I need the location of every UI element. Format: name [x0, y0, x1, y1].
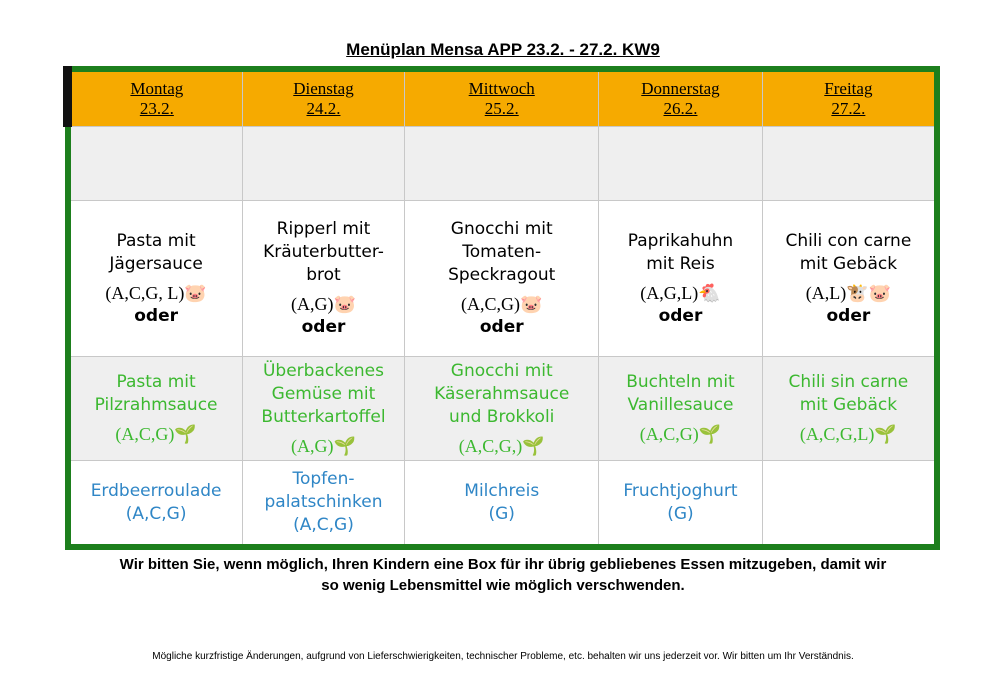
dessert-row: Erdbeerroulade (A,C,G) Topfen-palatschinke…	[67, 460, 938, 548]
dish-line: Kräuterbutter-	[263, 242, 384, 262]
dish-line: Jägersauce	[109, 253, 203, 274]
main-cell: Ripperl mit Kräuterbutter-brot (A,G)🐷 oder	[241, 200, 406, 357]
day-date: 23.2.	[139, 99, 174, 118]
allergens: (A,C,G)🌱	[115, 424, 197, 444]
dish-line: Fruchtjoghurt	[623, 480, 738, 501]
footer: Mögliche kurzfristige Änderungen, aufgru…	[152, 651, 854, 662]
dish-line: Gemüse mit	[271, 383, 376, 404]
note-line: Wir bitten Sie, wenn möglich, Ihren Kind…	[119, 556, 887, 573]
cell	[761, 126, 938, 201]
day-date: 27.2.	[831, 99, 866, 118]
day-cell: Dienstag 24.2.	[241, 68, 406, 127]
dessert-cell	[761, 460, 938, 548]
dish-line: Pasta mit	[116, 230, 196, 251]
alternative: oder	[479, 317, 524, 337]
main-cell: Pasta mit Jägersauce (A,C,G, L)🐷 oder	[67, 200, 243, 357]
header-row: Montag 23.2. Dienstag 24.2. Mittwoch 25.2. Don…	[63, 68, 938, 127]
dessert-cell: Milchreis (G)	[404, 460, 600, 548]
allergens: (A,C,G)🐷	[461, 294, 543, 314]
dish-line: Buchteln mit	[626, 372, 735, 392]
dish-line: mit Gebäck	[799, 253, 898, 274]
dish-line: Pasta mit	[116, 372, 196, 392]
dessert-cell: Fruchtjoghurt (G)	[598, 460, 763, 548]
main-cell: Paprikahuhn mit Reis (A,G,L)🐔 oder	[598, 200, 763, 357]
day-date: 24.2.	[306, 99, 341, 118]
allergens: (A,C,G,)🌱	[458, 435, 545, 456]
allergens: (A,C,G, L)🐷	[105, 282, 207, 303]
allergens: (A,C,G)	[125, 503, 187, 524]
allergens: (A,C,G)	[293, 515, 354, 535]
cell	[404, 126, 600, 201]
allergens: (A,G)🐷	[291, 294, 356, 314]
day-date: 25.2.	[484, 99, 519, 118]
cell	[241, 126, 406, 201]
veg-cell: Buchteln mit Vanillesauce (A,C,G)🌱	[598, 356, 763, 461]
dish-line: mit Reis	[646, 253, 715, 274]
dish-line: Butterkartoffel	[261, 406, 386, 427]
dish-line: Chili sin carne	[788, 372, 909, 392]
veg-cell: Pasta mit Pilzrahmsauce (A,C,G)🌱	[67, 356, 243, 461]
dessert-cell: Topfen-palatschinken (A,C,G)	[241, 460, 406, 548]
allergens: (G)	[488, 503, 515, 524]
day-cell: Freitag 27.2.	[761, 68, 938, 127]
dish-line: Käserahmsauce	[434, 383, 570, 404]
dish-line: Pilzrahmsauce	[94, 395, 218, 415]
dish-line: Gnocchi mit	[450, 219, 553, 239]
dish-line: Erdbeerroulade	[90, 480, 222, 501]
day-cell: Donnerstag 26.2.	[598, 68, 763, 127]
dish-line: Speckragout	[448, 265, 556, 285]
menu-table: Montag 23.2. Dienstag 24.2. Mittwoch 25.2. Don…	[63, 66, 940, 550]
dish-line: Gnocchi mit	[450, 360, 553, 381]
day-cell: Montag 23.2.	[63, 68, 243, 127]
dish-line: Ripperl mit	[276, 219, 371, 239]
note: Wir bitten Sie, wenn möglich, Ihren Kind…	[0, 554, 1006, 596]
main-row: Pasta mit Jägersauce (A,C,G, L)🐷 oder Ripper…	[67, 200, 938, 357]
dish-line: Vanillesauce	[627, 395, 734, 415]
dessert-cell: Erdbeerroulade (A,C,G)	[67, 460, 243, 548]
day-name: Mittwoch	[468, 79, 535, 98]
allergens: (A,C,G)🌱	[639, 424, 722, 444]
allergens: (G)	[667, 503, 694, 524]
day-name: Freitag	[824, 79, 873, 98]
alternative: oder	[658, 305, 703, 326]
dish-line: mit Gebäck	[799, 395, 898, 415]
veg-cell: Überbackenes Gemüse mit Butterkartoffel (A,…	[241, 356, 406, 461]
alternative: oder	[134, 305, 178, 326]
veg-cell: Gnocchi mit Käserahmsauce und Brokkoli (A,C…	[404, 356, 600, 461]
dish-line: palatschinken	[264, 492, 383, 512]
day-name: Donnerstag	[641, 79, 720, 98]
veg-cell: Chili sin carne mit Gebäck (A,C,G,L)🌱	[761, 356, 938, 461]
dish-line: Chili con carne	[785, 230, 912, 251]
day-date: 26.2.	[663, 99, 698, 118]
dish-line: Milchreis	[464, 480, 540, 501]
title: Menüplan Mensa APP 23.2. - 27.2. KW9	[346, 40, 660, 59]
main-cell: Gnocchi mit Tomaten- Speckragout (A,C,G)🐷 od…	[404, 200, 600, 357]
main-cell: Chili con carne mit Gebäck (A,L)🐮🐷 oder	[761, 200, 938, 357]
day-name: Dienstag	[293, 79, 354, 98]
cell	[598, 126, 763, 201]
empty-row	[67, 126, 938, 201]
dish-line: Topfen-	[292, 469, 355, 489]
alternative: oder	[301, 317, 346, 337]
dish-line: brot	[306, 265, 341, 285]
day-cell: Mittwoch 25.2.	[404, 68, 600, 127]
alternative: oder	[826, 305, 871, 326]
veg-row: Pasta mit Pilzrahmsauce (A,C,G)🌱 Überbacken…	[67, 356, 938, 461]
allergens: (A,G,L)🐔	[640, 282, 721, 303]
cell	[67, 126, 243, 201]
note-line: so wenig Lebensmittel wie möglich versch…	[321, 577, 685, 594]
dish-line: und Brokkoli	[449, 406, 555, 427]
allergens: (A,L)🐮🐷	[805, 282, 892, 303]
dish-line: Tomaten-	[462, 242, 542, 262]
day-name: Montag	[130, 79, 184, 98]
allergens: (A,C,G,L)🌱	[799, 424, 897, 444]
allergens: (A,G)🌱	[291, 435, 356, 456]
dish-line: Paprikahuhn	[627, 230, 734, 251]
dish-line: Überbackenes	[262, 360, 384, 381]
